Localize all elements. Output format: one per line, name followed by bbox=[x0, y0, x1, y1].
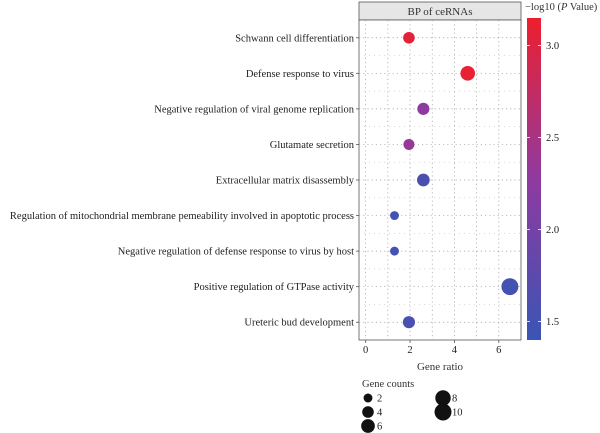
colorbar-tick-label: 2.0 bbox=[546, 225, 559, 236]
size-legend-marker bbox=[362, 406, 374, 418]
x-tick-label: 0 bbox=[363, 345, 368, 356]
size-legend-label: 4 bbox=[377, 408, 383, 419]
panel-title: BP of ceRNAs bbox=[408, 6, 473, 18]
colorbar bbox=[527, 18, 541, 340]
size-legend-label: 2 bbox=[377, 394, 382, 405]
y-tick-label: Schwann cell differentiation bbox=[235, 33, 355, 44]
x-axis: 0 2 4 6 bbox=[363, 340, 501, 356]
y-axis-labels: Schwann cell differentiation Defense resp… bbox=[10, 33, 359, 329]
colorbar-tick-label: 3.0 bbox=[546, 41, 559, 52]
data-point bbox=[417, 102, 430, 115]
x-tick-label: 2 bbox=[407, 345, 412, 356]
x-tick-label: 4 bbox=[452, 345, 458, 356]
data-point bbox=[403, 31, 415, 44]
size-legend-marker bbox=[363, 393, 373, 403]
size-legend-title: Gene counts bbox=[362, 379, 414, 390]
data-point bbox=[460, 66, 476, 81]
y-tick-label: Extracellular matrix disassembly bbox=[216, 176, 355, 187]
y-tick-label: Glutamate secretion bbox=[270, 140, 355, 151]
colorbar-ticks: 1.5 2.0 2.5 3.0 bbox=[527, 41, 559, 328]
data-point bbox=[417, 173, 430, 187]
y-tick-label: Defense response to virus bbox=[246, 69, 354, 80]
size-legend-label: 10 bbox=[452, 408, 463, 419]
data-points bbox=[390, 31, 519, 329]
grid bbox=[359, 20, 521, 340]
data-point bbox=[402, 316, 416, 329]
x-tick-label: 6 bbox=[496, 345, 501, 356]
y-tick-label: Ureteric bud development bbox=[244, 318, 354, 329]
y-tick-label: Positive regulation of GTPase activity bbox=[194, 282, 355, 293]
colorbar-tick-label: 1.5 bbox=[546, 317, 559, 328]
size-legend-marker bbox=[435, 390, 451, 406]
colorbar-title: −log10 (P Value) bbox=[525, 2, 598, 13]
x-axis-title: Gene ratio bbox=[417, 361, 464, 373]
size-legend-label: 6 bbox=[377, 422, 382, 433]
y-tick-label: Negative regulation of viral genome repl… bbox=[154, 104, 354, 115]
colorbar-tick-label: 2.5 bbox=[546, 133, 559, 144]
data-point bbox=[390, 211, 399, 221]
data-point bbox=[390, 246, 399, 256]
size-legend-marker bbox=[361, 419, 375, 433]
y-tick-label: Negative regulation of defense response … bbox=[118, 247, 354, 258]
y-tick-label: Regulation of mitochondrial membrane pem… bbox=[10, 211, 354, 222]
size-legend-marker bbox=[434, 403, 452, 421]
data-point bbox=[403, 138, 415, 150]
size-legend: 2 4 6 8 10 bbox=[361, 390, 463, 433]
data-point bbox=[501, 278, 519, 296]
size-legend-label: 8 bbox=[452, 394, 457, 405]
